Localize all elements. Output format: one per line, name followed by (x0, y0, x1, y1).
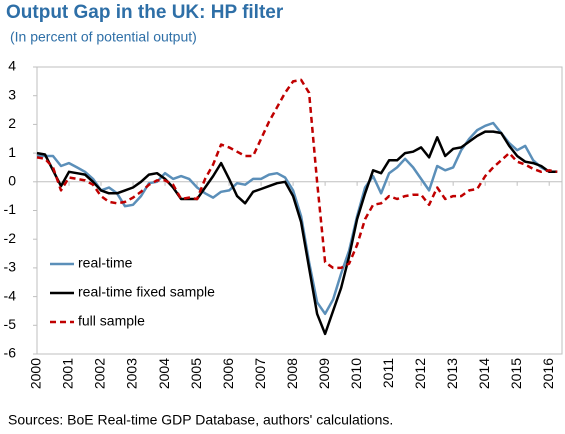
series-line (36, 78, 558, 270)
x-tick-label: 2012 (412, 358, 428, 389)
series-line (36, 130, 558, 336)
y-tick-label: -1 (4, 201, 17, 217)
y-tick-label: 0 (8, 173, 16, 189)
y-tick-label: -3 (4, 259, 17, 275)
y-tick-label: -5 (4, 316, 17, 332)
x-tick-label: 2009 (316, 358, 332, 389)
x-tick-label: 2010 (348, 358, 364, 389)
x-tick-label: 2016 (540, 358, 556, 389)
legend-label: real-time fixed sample (78, 284, 215, 300)
x-tick-label: 2015 (508, 358, 524, 389)
legend-label: full sample (78, 313, 145, 329)
source-note: Sources: BoE Real-time GDP Database, aut… (8, 412, 393, 428)
y-tick-label: 3 (8, 86, 16, 102)
x-tick-label: 2003 (124, 358, 140, 389)
y-tick-label: 4 (8, 58, 16, 74)
x-tick-label: 2014 (476, 358, 492, 389)
y-tick-label: -2 (4, 230, 17, 246)
chart-title: Output Gap in the UK: HP filter (6, 2, 284, 23)
x-tick-label: 2011 (380, 358, 396, 388)
x-tick-label: 2013 (444, 358, 460, 389)
y-tick-label: -6 (4, 345, 17, 361)
x-tick-label: 2002 (92, 358, 108, 389)
y-tick-label: -4 (4, 287, 17, 303)
x-tick-label: 2000 (28, 358, 44, 389)
legend-label: real-time (78, 255, 133, 271)
x-tick-label: 2006 (220, 358, 236, 389)
y-tick-label: 2 (8, 115, 16, 131)
y-tick-label: 1 (8, 144, 16, 160)
chart-subtitle: (In percent of potential output) (10, 29, 197, 45)
x-tick-label: 2007 (252, 358, 268, 389)
x-tick-label: 2001 (60, 358, 76, 389)
x-tick-label: 2008 (284, 358, 300, 389)
x-tick-label: 2005 (188, 358, 204, 389)
x-tick-label: 2004 (156, 358, 172, 389)
series-line (37, 121, 558, 316)
